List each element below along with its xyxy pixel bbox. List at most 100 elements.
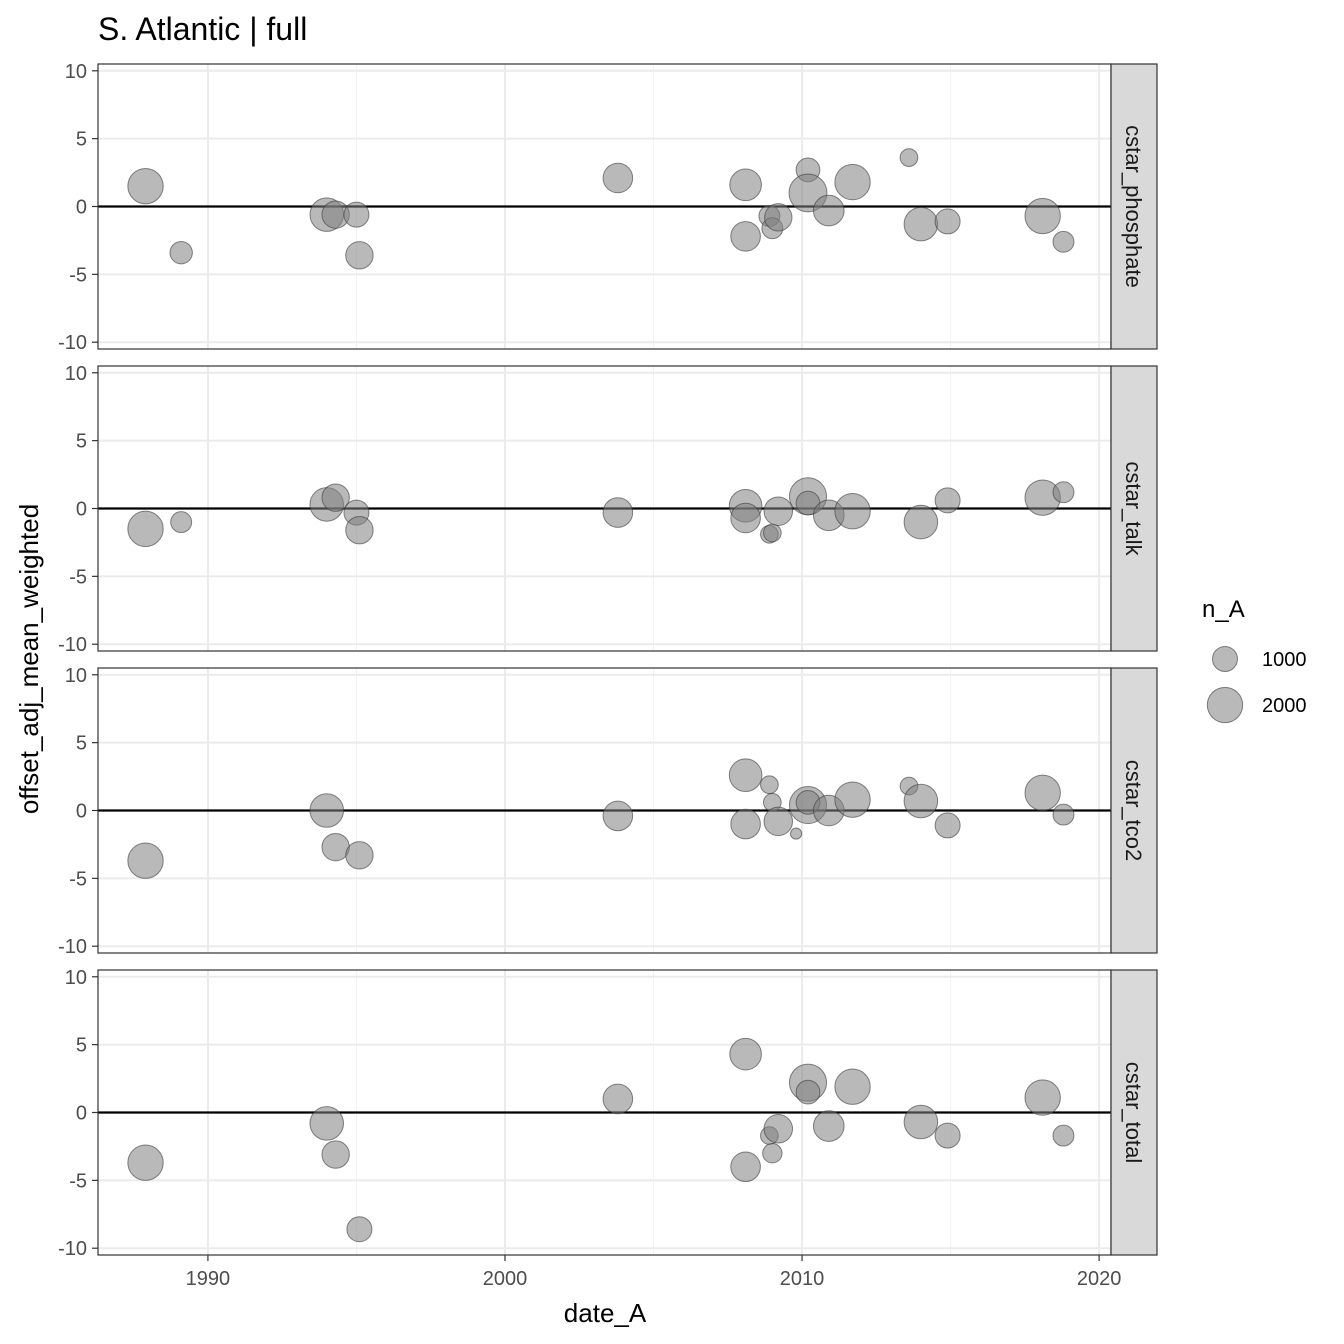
data-point — [934, 208, 961, 235]
data-point — [834, 1068, 871, 1105]
y-tick-label: -5 — [69, 264, 87, 286]
y-tick-label: -5 — [69, 868, 87, 890]
y-tick-label: 5 — [76, 431, 87, 453]
data-point — [127, 167, 164, 205]
y-tick-label: 5 — [76, 733, 87, 755]
data-point — [346, 1216, 373, 1243]
y-tick-label: 0 — [76, 197, 87, 219]
facet-panel: -10 -5 0 5 10 cstar_phosphate — [58, 61, 1158, 354]
y-tick-label: 0 — [76, 499, 87, 521]
data-point — [763, 806, 794, 837]
data-point — [763, 1114, 794, 1144]
data-point — [1024, 774, 1061, 812]
y-tick-label: 10 — [65, 363, 87, 385]
y-axis-label: offset_adj_mean_weighted — [14, 504, 44, 814]
data-point — [127, 1144, 164, 1181]
data-point — [343, 201, 370, 228]
data-point — [321, 1140, 350, 1169]
data-point — [730, 808, 761, 840]
y-tick-label: -5 — [69, 566, 87, 588]
x-tick-label: 2000 — [483, 1268, 528, 1290]
y-tick-label: 10 — [65, 61, 87, 83]
data-point — [762, 1143, 783, 1164]
data-point — [602, 162, 634, 194]
legend-entry-label: 1000 — [1262, 649, 1307, 671]
data-point — [934, 1122, 961, 1149]
x-axis-label: date_A — [564, 1298, 647, 1328]
data-point — [729, 1037, 762, 1071]
data-point — [1052, 230, 1075, 253]
data-point — [170, 511, 193, 534]
legend-key-circle — [1212, 646, 1238, 672]
data-point — [934, 487, 961, 514]
data-point — [602, 497, 634, 528]
data-point — [345, 516, 374, 545]
data-point — [730, 502, 761, 534]
data-point — [345, 241, 374, 270]
data-point — [903, 206, 939, 242]
x-tick-label: 2010 — [780, 1268, 825, 1290]
data-point — [903, 1104, 939, 1140]
data-point — [934, 812, 961, 839]
data-point — [899, 148, 919, 167]
data-point — [729, 168, 762, 202]
data-point — [309, 1106, 345, 1141]
facet-strip-label: cstar_tco2 — [1121, 760, 1146, 862]
facet-strip — [1110, 365, 1158, 652]
data-point — [834, 163, 871, 201]
data-point — [1024, 1079, 1061, 1116]
data-point — [760, 775, 779, 795]
data-point — [321, 483, 350, 512]
data-point — [728, 758, 763, 793]
y-tick-label: 10 — [65, 665, 87, 687]
x-tick-label: 2020 — [1077, 1268, 1122, 1290]
facet-strip-label: cstar_talk — [1121, 461, 1146, 556]
size-legend: n_A 1000 2000 — [1202, 596, 1307, 724]
data-point — [602, 800, 634, 832]
data-point — [834, 493, 871, 530]
data-point — [169, 240, 193, 265]
y-tick-label: -10 — [58, 936, 87, 958]
data-point — [730, 221, 761, 252]
x-tick-label: 1990 — [186, 1268, 231, 1290]
data-point — [1052, 1124, 1075, 1147]
data-point — [795, 1079, 821, 1105]
data-point — [1024, 197, 1061, 235]
data-point — [903, 783, 939, 819]
data-point — [321, 832, 350, 862]
facet-strip — [1110, 667, 1158, 954]
facet-panel: -10 -5 0 5 10 cstar_total — [58, 967, 1158, 1260]
data-point — [127, 842, 164, 879]
data-point — [127, 510, 164, 548]
data-point — [812, 1110, 845, 1142]
facet-strip — [1110, 969, 1158, 1256]
y-tick-label: 10 — [65, 967, 87, 989]
facet-strip-label: cstar_phosphate — [1121, 125, 1146, 288]
facet-strip — [1110, 63, 1158, 350]
y-tick-label: -10 — [58, 634, 87, 656]
y-tick-label: -5 — [69, 1170, 87, 1192]
data-point — [345, 841, 374, 870]
legend-title: n_A — [1202, 596, 1245, 623]
y-tick-label: -10 — [58, 1238, 87, 1260]
data-point — [763, 523, 782, 543]
y-tick-label: 0 — [76, 1103, 87, 1125]
legend-key-circle — [1206, 686, 1244, 724]
data-point — [1052, 481, 1075, 504]
data-point — [834, 781, 871, 818]
y-tick-label: 5 — [76, 1035, 87, 1057]
facet-strip-label: cstar_total — [1121, 1062, 1146, 1164]
facet-panel: -10 -5 0 5 10 cstar_tco2 — [58, 665, 1158, 958]
data-point — [790, 827, 803, 840]
y-tick-label: 0 — [76, 801, 87, 823]
x-axis: 1990 2000 2010 2020 — [186, 1255, 1122, 1290]
chart-title: S. Atlantic | full — [98, 11, 307, 47]
y-tick-label: -10 — [58, 332, 87, 354]
facet-panels: -10 -5 0 5 10 cstar_phosphate -10 -5 0 5 10 cstar_t… — [58, 61, 1158, 1260]
data-point — [763, 496, 794, 526]
data-point — [602, 1083, 634, 1115]
legend-entry-label: 2000 — [1262, 695, 1307, 717]
data-point — [903, 504, 939, 540]
facet-panel: -10 -5 0 5 10 cstar_talk — [58, 363, 1158, 656]
data-point — [764, 203, 793, 232]
